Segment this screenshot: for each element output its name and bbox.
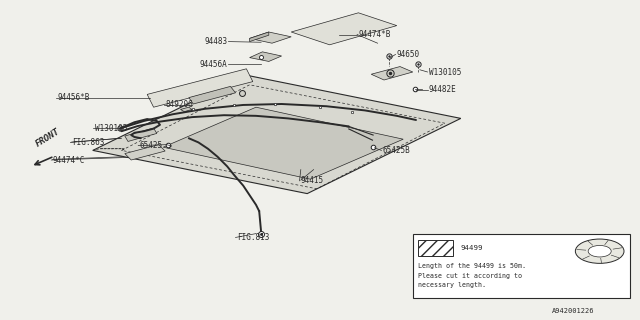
Text: 94456A: 94456A <box>200 60 227 68</box>
Circle shape <box>588 245 611 257</box>
Text: 94456*B: 94456*B <box>58 93 90 102</box>
Text: 94474*B: 94474*B <box>358 30 391 39</box>
Circle shape <box>575 239 624 263</box>
Text: 94650: 94650 <box>397 50 420 59</box>
Polygon shape <box>250 32 269 42</box>
Polygon shape <box>163 107 403 179</box>
Bar <box>413 234 630 298</box>
Polygon shape <box>371 67 413 80</box>
Text: Please cut it according to: Please cut it according to <box>418 273 522 279</box>
Polygon shape <box>147 69 253 107</box>
Text: 94415: 94415 <box>301 176 324 185</box>
Text: 94483: 94483 <box>204 37 227 46</box>
Polygon shape <box>180 107 192 112</box>
Text: W130105: W130105 <box>95 124 127 132</box>
Text: 94499: 94499 <box>461 245 483 251</box>
Text: A942001226: A942001226 <box>552 308 594 314</box>
Polygon shape <box>250 52 282 61</box>
Text: FIG.863: FIG.863 <box>72 138 104 147</box>
Text: 65425: 65425 <box>140 141 163 150</box>
Text: Length of the 94499 is 50m.: Length of the 94499 is 50m. <box>418 263 526 269</box>
Text: FRONT: FRONT <box>34 127 62 149</box>
Bar <box>418 240 453 256</box>
Text: 65425B: 65425B <box>383 146 410 155</box>
Polygon shape <box>250 32 291 43</box>
Text: 94474*C: 94474*C <box>52 156 85 164</box>
Text: 84920G: 84920G <box>165 100 193 109</box>
Text: W130105: W130105 <box>429 68 461 76</box>
Text: 94482E: 94482E <box>429 85 456 94</box>
Text: FIG.813: FIG.813 <box>237 233 269 242</box>
Polygon shape <box>125 145 165 160</box>
Polygon shape <box>125 128 157 141</box>
Polygon shape <box>93 75 461 194</box>
Polygon shape <box>189 86 236 104</box>
Text: necessary length.: necessary length. <box>418 283 486 288</box>
Polygon shape <box>291 13 397 45</box>
